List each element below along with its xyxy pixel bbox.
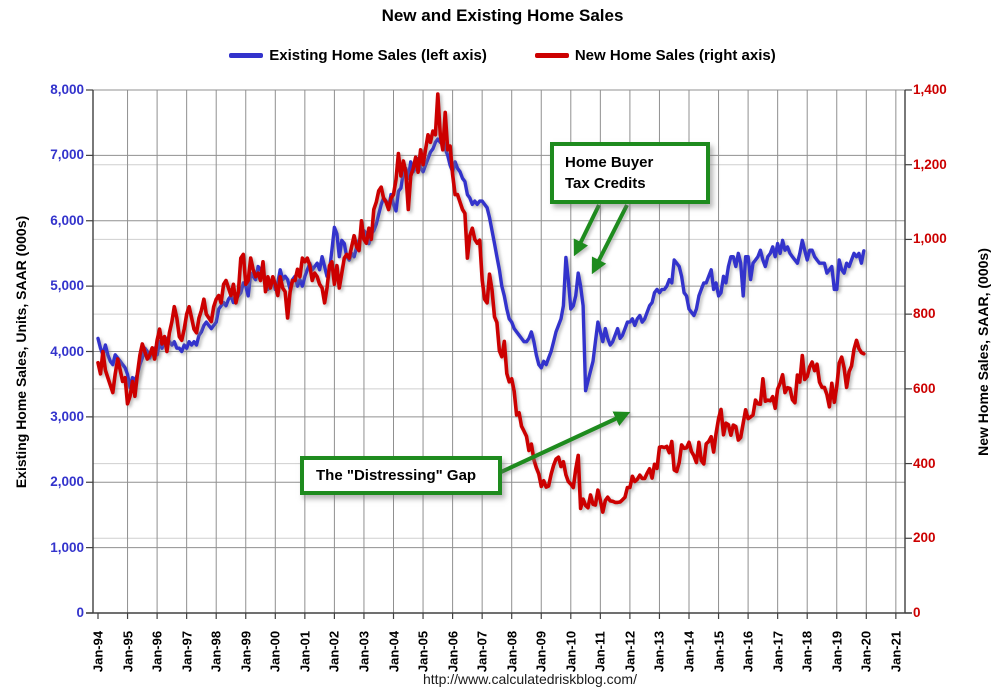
- right-axis-tick-label: 800: [913, 306, 936, 322]
- existing-series-swatch-icon: [229, 53, 264, 58]
- new-series-line: [96, 92, 866, 514]
- right-axis-tick-label: 400: [913, 455, 936, 471]
- annotation-distressing-gap-text: The "Distressing" Gap: [316, 467, 477, 484]
- right-axis-tick-label: 0: [913, 605, 921, 620]
- annotation-tax-credits-line2: Tax Credits: [565, 175, 646, 192]
- legend-label-existing: Existing Home Sales (left axis): [269, 47, 487, 64]
- left-axis-tick-label: 7,000: [50, 147, 84, 163]
- legend-label-new: New Home Sales (right axis): [574, 47, 776, 64]
- right-axis-tick-label: 1,400: [913, 82, 947, 97]
- annotation-tax-credits: Home Buyer Tax Credits: [550, 142, 710, 204]
- left-axis-tick-label: 3,000: [50, 408, 84, 424]
- right-axis-tick-label: 1,000: [913, 231, 947, 247]
- annotation-arrow: [573, 204, 601, 257]
- legend-item-existing: Existing Home Sales (left axis): [229, 47, 487, 64]
- chart-title: New and Existing Home Sales: [381, 6, 624, 25]
- annotation-arrow: [500, 411, 631, 474]
- existing-series-line: [96, 137, 866, 393]
- annotation-distressing-gap: The "Distressing" Gap: [300, 456, 502, 495]
- right-axis-tick-label: 1,200: [913, 156, 947, 172]
- annotation-tax-credits-line1: Home Buyer: [565, 154, 654, 171]
- right-axis-tick-label: 600: [913, 380, 936, 396]
- new-series-swatch-icon: [534, 53, 569, 58]
- legend-item-new: New Home Sales (right axis): [534, 47, 776, 64]
- legend: Existing Home Sales (left axis) New Home…: [0, 47, 1005, 64]
- left-axis-tick-label: 2,000: [50, 474, 84, 490]
- left-axis-tick-label: 4,000: [50, 343, 84, 359]
- left-axis-tick-label: 1,000: [50, 539, 84, 555]
- annotation-arrow: [591, 204, 629, 275]
- right-axis-tick-label: 200: [913, 530, 936, 546]
- source-url: http://www.calculatedriskblog.com/: [423, 671, 637, 687]
- left-axis-tick-label: 0: [76, 605, 84, 620]
- left-axis-tick-label: 5,000: [50, 278, 84, 294]
- left-axis-tick-label: 8,000: [50, 82, 84, 97]
- left-axis-tick-label: 6,000: [50, 212, 84, 228]
